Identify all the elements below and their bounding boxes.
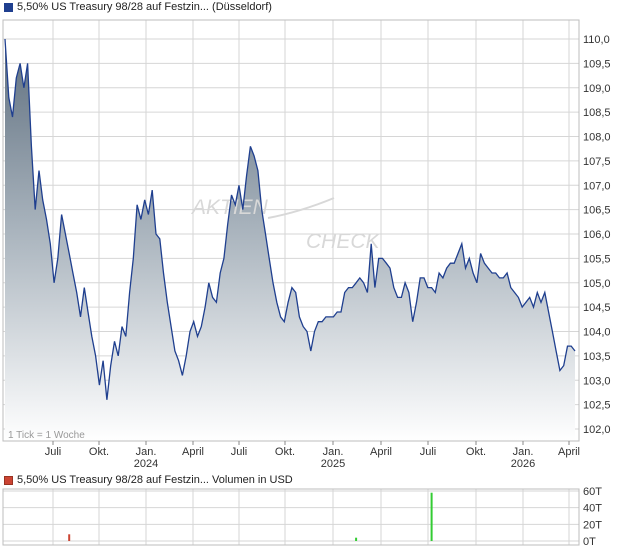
price-frame xyxy=(2,19,580,442)
x-tick-label: Okt. xyxy=(275,446,295,458)
volume-legend: 5,50% US Treasury 98/28 auf Festzin... V… xyxy=(4,474,293,486)
volume-bar xyxy=(430,492,433,541)
price-y-tick-label: 109,5 xyxy=(583,58,611,70)
price-series-swatch xyxy=(4,2,13,12)
price-y-tick-label: 104,5 xyxy=(583,302,611,314)
x-tick-label: Juli xyxy=(420,446,437,458)
x-tick-label: April xyxy=(182,446,204,458)
volume-legend-label: 5,50% US Treasury 98/28 auf Festzin... V… xyxy=(17,474,293,486)
volume-y-tick-label: 60T xyxy=(583,486,602,498)
x-tick-label: April xyxy=(558,446,580,458)
volume-y-ticks: 60T 40T 20T 0T xyxy=(583,486,602,546)
volume-bars xyxy=(68,492,433,541)
price-area xyxy=(5,39,575,441)
volume-y-tick-label: 20T xyxy=(583,519,602,531)
price-legend-label: 5,50% US Treasury 98/28 auf Festzin... (… xyxy=(17,1,272,13)
price-y-tick-label: 102,0 xyxy=(583,424,611,436)
price-y-tick-label: 110,0 xyxy=(583,34,610,46)
x-tick-label: Jan. xyxy=(513,446,534,458)
price-y-ticks: 110,0 109,5 109,0 108,5 108,0 107,5 107,0 106,5… xyxy=(583,34,611,436)
x-tick-label: Juli xyxy=(45,446,62,458)
x-tick-year: 2025 xyxy=(321,458,345,470)
price-y-tick-label: 105,5 xyxy=(583,253,611,265)
x-tick-label: Jan. xyxy=(136,446,157,458)
price-y-tick-label: 108,0 xyxy=(583,132,611,144)
volume-bar xyxy=(355,537,358,541)
x-tick-year: 2024 xyxy=(134,458,158,470)
volume-frame xyxy=(2,488,580,546)
volume-y-tick-label: 0T xyxy=(583,536,596,546)
price-line xyxy=(4,38,576,400)
x-tick-label: Juli xyxy=(231,446,248,458)
price-legend: 5,50% US Treasury 98/28 auf Festzin... (… xyxy=(4,1,272,13)
volume-chart: 60T 40T 20T 0T xyxy=(2,486,602,546)
price-y-tick-label: 108,5 xyxy=(583,107,611,119)
volume-grid xyxy=(3,489,579,545)
price-y-tick-label: 104,0 xyxy=(583,327,611,339)
x-tick-label: Jan. xyxy=(323,446,344,458)
volume-y-tick-label: 40T xyxy=(583,503,602,515)
price-y-tick-label: 106,0 xyxy=(583,229,611,241)
price-y-tick-label: 105,0 xyxy=(583,278,611,290)
watermark-swoosh xyxy=(267,197,335,219)
price-chart: AKTIEN CHECK 110,0109,5109,0108,5108,010… xyxy=(2,19,611,470)
price-y-tick-label: 107,0 xyxy=(583,180,611,192)
price-y-tick-label: 107,5 xyxy=(583,156,611,168)
x-tick-label: Okt. xyxy=(466,446,486,458)
price-series-line xyxy=(4,38,576,400)
volume-bar xyxy=(68,534,71,541)
price-y-tick-label: 103,0 xyxy=(583,375,611,387)
price-y-tick-label: 106,5 xyxy=(583,205,611,217)
watermark-check: CHECK xyxy=(306,230,381,253)
x-tick-label: Okt. xyxy=(89,446,109,458)
tick-note: 1 Tick = 1 Woche xyxy=(8,430,85,441)
x-tick-label: April xyxy=(370,446,392,458)
price-area-fill xyxy=(5,39,575,441)
price-y-tick-label: 102,5 xyxy=(583,400,611,412)
price-y-tick-label: 109,0 xyxy=(583,83,611,95)
x-tick-year: 2026 xyxy=(511,458,535,470)
price-y-tick-label: 103,5 xyxy=(583,351,611,363)
volume-series-swatch xyxy=(4,475,13,485)
